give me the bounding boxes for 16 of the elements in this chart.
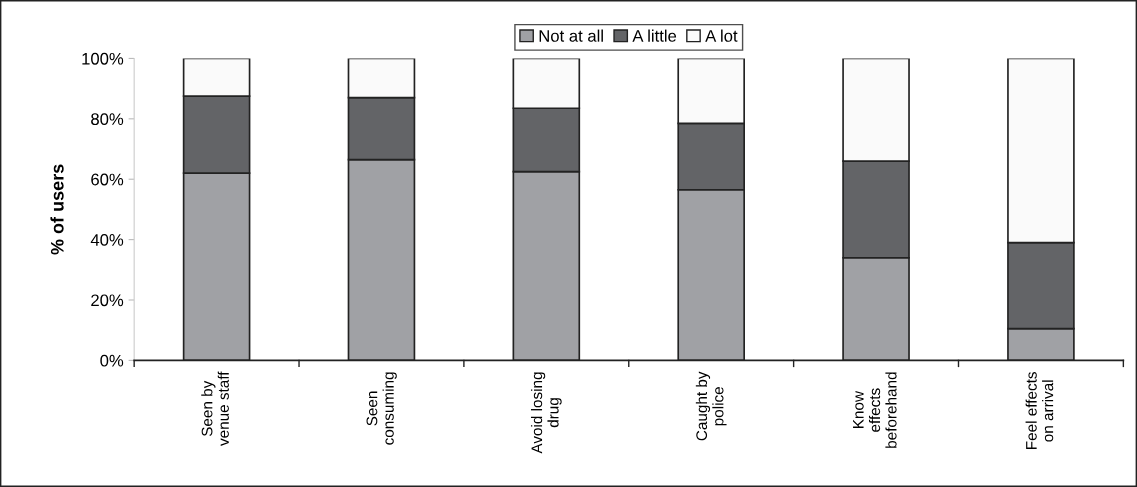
y-tick-label: 100% bbox=[82, 52, 124, 65]
x-tick-label: Seen by venue staff bbox=[201, 371, 229, 446]
legend-label: Not at all bbox=[539, 29, 603, 42]
x-tick-label: Caught by police bbox=[695, 371, 727, 441]
legend-label: A little bbox=[632, 29, 677, 42]
y-tick-label: 0% bbox=[100, 354, 124, 367]
x-tick-label: Seen consuming bbox=[366, 372, 397, 445]
x-tick-label: Feel effects on arrival bbox=[1025, 372, 1054, 449]
y-tick-label: 40% bbox=[90, 234, 124, 246]
x-tick-label: Avoid losing drug bbox=[530, 372, 562, 454]
y-tick-label: 80% bbox=[91, 113, 124, 126]
y-tick-label: 60% bbox=[91, 173, 124, 186]
y-tick-label: 20% bbox=[91, 294, 124, 307]
legend-label: A lot bbox=[705, 29, 738, 42]
y-axis-title: % of users bbox=[50, 164, 64, 255]
x-tick-label: Know effects beforehand bbox=[853, 372, 897, 448]
